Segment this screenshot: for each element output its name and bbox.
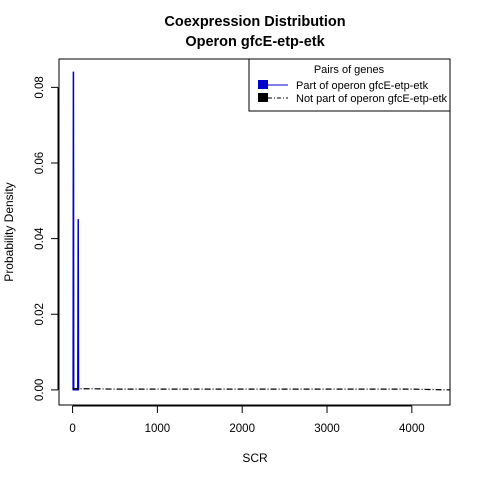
- y-tick-label: 0.00: [34, 379, 46, 401]
- legend-swatch-part-of-operon: [258, 80, 268, 89]
- chart-title-line-1: Coexpression Distribution: [164, 14, 345, 30]
- x-tick-label: 0: [69, 423, 75, 435]
- y-tick-label: 0.02: [34, 303, 46, 325]
- legend-swatch-not-part-of-operon: [258, 93, 268, 102]
- x-tick-label: 2000: [229, 423, 255, 435]
- legend-title: Pairs of genes: [314, 64, 385, 76]
- y-axis-label: Probability Density: [2, 182, 16, 281]
- y-axis: 0.00 0.02 0.04 0.06 0.08: [34, 76, 59, 401]
- y-tick-label: 0.08: [34, 76, 46, 98]
- x-tick-label: 3000: [314, 423, 340, 435]
- series-layer: [72, 71, 451, 391]
- legend: Pairs of genes Part of operon gfcE-etp-e…: [248, 58, 451, 112]
- legend-entry-not-part-of-operon: Not part of operon gfcE-etp-etk: [296, 93, 448, 105]
- x-tick-label: 1000: [145, 423, 171, 435]
- x-axis: 0 1000 2000 3000 4000: [69, 405, 425, 435]
- x-axis-label: SCR: [242, 451, 268, 465]
- legend-entry-part-of-operon: Part of operon gfcE-etp-etk: [296, 80, 429, 92]
- chart-title-line-2: Operon gfcE-etp-etk: [185, 34, 325, 50]
- series-line-0: [72, 71, 80, 391]
- y-tick-label: 0.04: [34, 227, 46, 250]
- series-line-1: [72, 388, 451, 391]
- y-tick-label: 0.06: [34, 152, 46, 174]
- x-tick-label: 4000: [399, 423, 425, 435]
